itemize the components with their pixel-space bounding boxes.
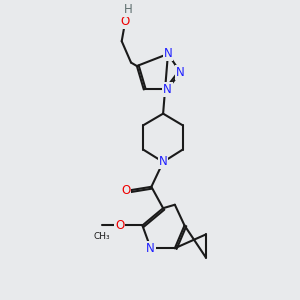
Text: O: O: [115, 219, 124, 232]
Text: O: O: [121, 184, 130, 197]
Text: N: N: [159, 155, 167, 168]
Text: N: N: [163, 83, 172, 96]
Text: H: H: [124, 3, 132, 16]
Text: N: N: [146, 242, 155, 255]
Text: O: O: [121, 15, 130, 28]
Text: CH₃: CH₃: [93, 232, 110, 241]
Text: N: N: [176, 66, 185, 79]
Text: N: N: [164, 47, 172, 60]
